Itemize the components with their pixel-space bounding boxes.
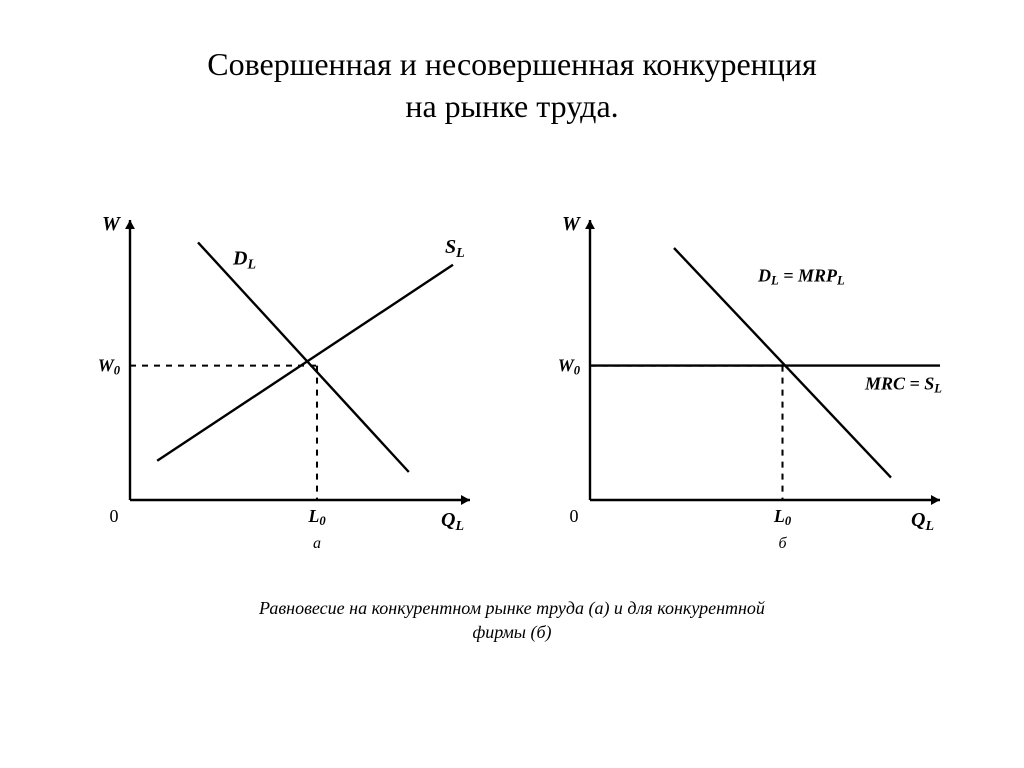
svg-text:0: 0 xyxy=(570,506,579,526)
chart-panel-a: W QL 0 W0 L0 а DL SL xyxy=(60,200,500,560)
svg-text:а: а xyxy=(313,535,321,552)
svg-text:L0: L0 xyxy=(773,506,792,528)
svg-text:W0: W0 xyxy=(558,356,581,378)
page-title-line2: на рынке труда. xyxy=(0,88,1024,125)
svg-text:0: 0 xyxy=(110,506,119,526)
svg-text:L0: L0 xyxy=(307,506,326,528)
svg-text:б: б xyxy=(778,535,787,552)
svg-text:DL = MRPL: DL = MRPL xyxy=(757,266,845,288)
svg-text:W: W xyxy=(102,213,121,235)
caption-line2: фирмы (б) xyxy=(0,620,1024,644)
chart-panel-b: W QL 0 W0 L0 б DL = MRPL MRC = SL xyxy=(530,200,970,560)
svg-text:MRC = SL: MRC = SL xyxy=(864,374,942,396)
svg-text:DL: DL xyxy=(232,247,256,272)
svg-text:QL: QL xyxy=(911,509,934,534)
charts-container: W QL 0 W0 L0 а DL SL W QL 0 W0 L0 б DL = MRPL MRC = SL xyxy=(60,200,964,580)
caption-line1: Равновесие на конкурентном рынке труда (… xyxy=(0,596,1024,620)
page: Совершенная и несовершенная конкуренция … xyxy=(0,0,1024,768)
svg-text:W: W xyxy=(562,213,581,235)
svg-text:W0: W0 xyxy=(98,356,121,378)
svg-text:SL: SL xyxy=(445,236,465,260)
page-title-line1: Совершенная и несовершенная конкуренция xyxy=(0,46,1024,83)
svg-text:QL: QL xyxy=(441,509,464,534)
